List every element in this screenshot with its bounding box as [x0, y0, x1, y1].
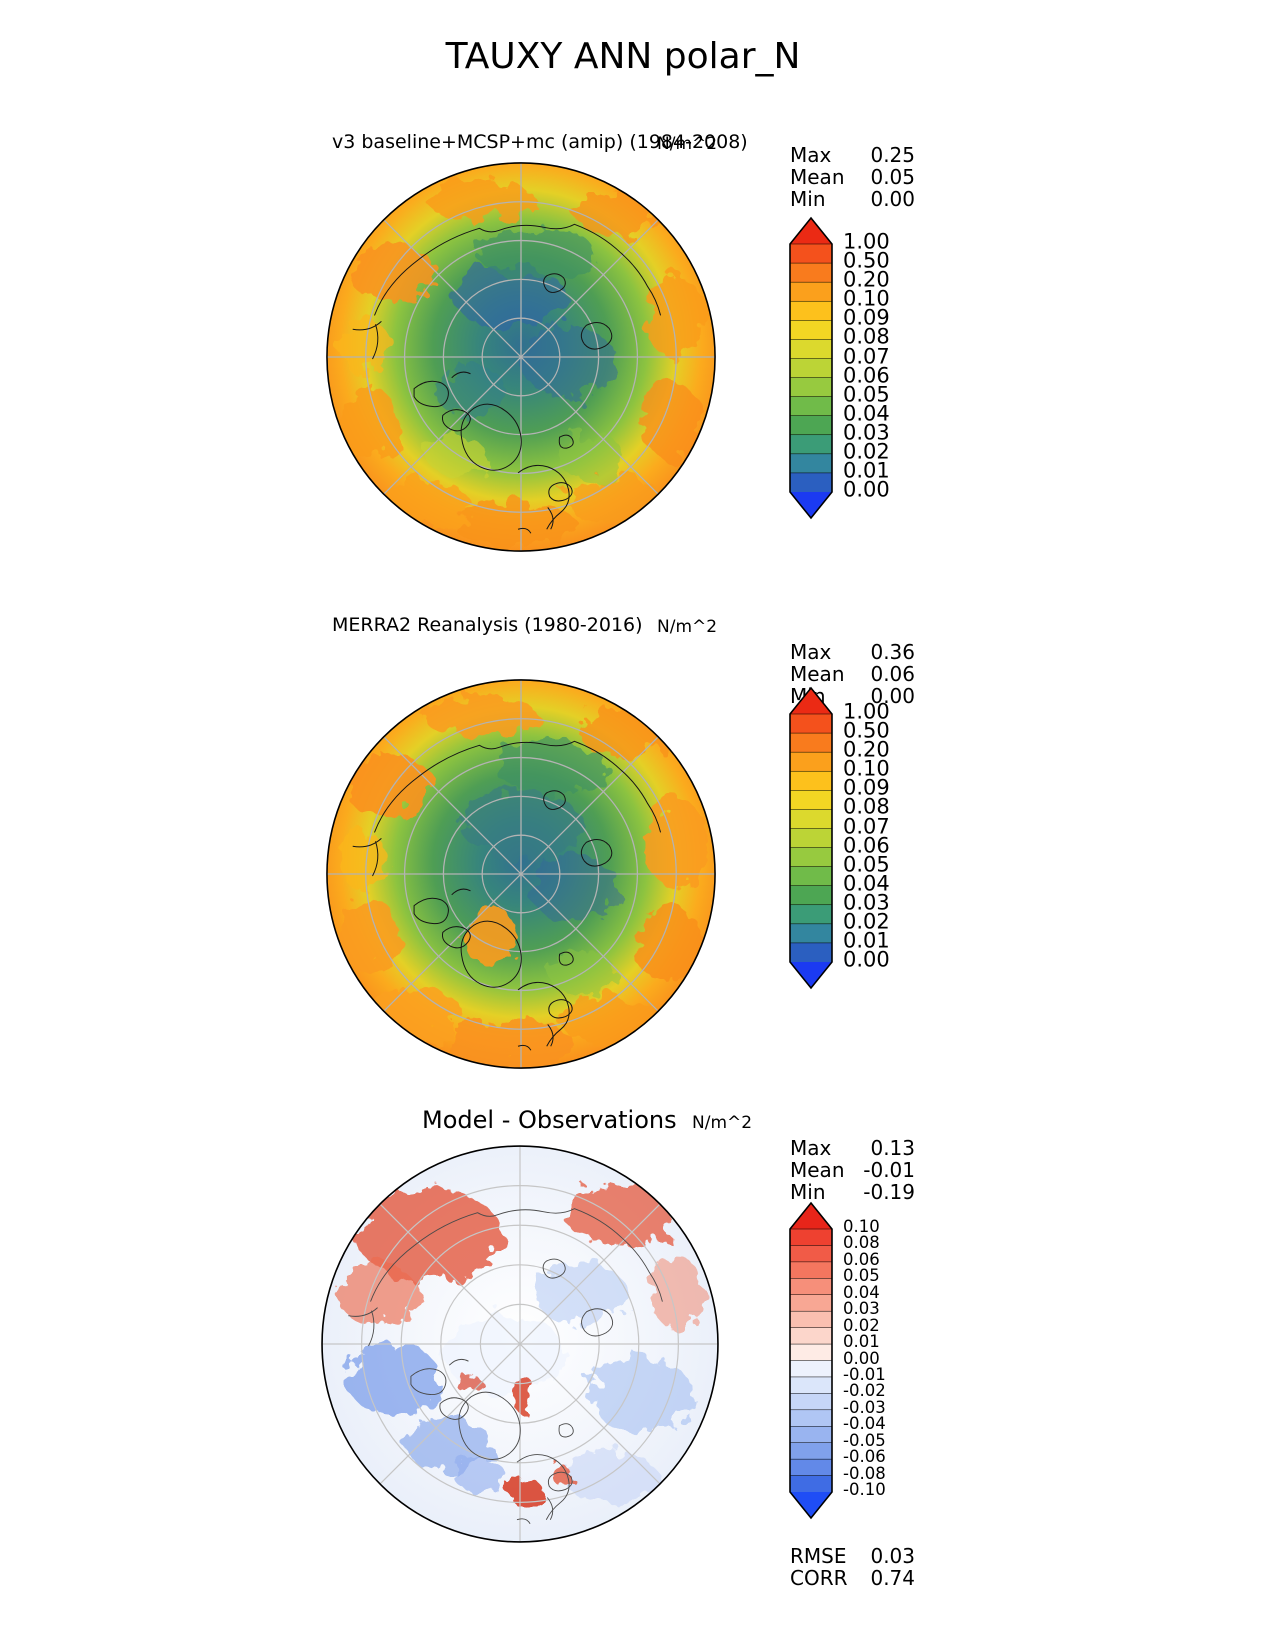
colorbar-tick: 1.00	[843, 229, 890, 254]
panel1-mean-label: Mean	[790, 165, 845, 189]
colorbar-tick: 0.01	[843, 458, 890, 483]
panel3-max-value: 0.13	[870, 1136, 915, 1160]
panel1-min-label: Min	[790, 187, 826, 211]
corr-value: 0.74	[870, 1566, 915, 1590]
colorbar-tick: -0.03	[843, 1397, 886, 1417]
colorbar-tick: 0.20	[843, 267, 890, 292]
panel2-mean-value: 0.06	[870, 662, 915, 686]
colorbar-tick: 0.05	[843, 852, 890, 877]
colorbar-tick: 0.00	[843, 947, 890, 972]
colorbar-tick: 0.09	[843, 305, 890, 330]
panel2-mean-label: Mean	[790, 662, 845, 686]
panel3-title: Model - Observations	[422, 1106, 677, 1134]
colorbar-tick: 0.01	[843, 928, 890, 953]
polar-map-model	[326, 162, 716, 552]
polar-map-difference	[321, 1145, 719, 1543]
colorbar-tick: 0.08	[843, 794, 890, 819]
colorbar-tick: 0.06	[843, 833, 890, 857]
colorbar-tick: 0.04	[843, 1282, 880, 1302]
panel1-max-label: Max	[790, 143, 832, 167]
panel1-units: N/m^2	[657, 134, 718, 154]
colorbar-tick: 0.00	[843, 1348, 880, 1368]
colorbar-tick: -0.02	[843, 1381, 886, 1401]
panel1-min-value: 0.00	[870, 187, 915, 211]
colorbar-tick: 0.08	[843, 1233, 880, 1253]
rmse-value: 0.03	[870, 1544, 915, 1568]
colorbar-tick: 0.06	[843, 1249, 880, 1269]
panel2-units: N/m^2	[657, 617, 718, 637]
corr-label: CORR	[790, 1566, 848, 1590]
panel1-mean-value: 0.05	[870, 165, 915, 189]
colorbar-tick: 0.05	[843, 382, 890, 407]
panel3-mean-label: Mean	[790, 1158, 845, 1182]
colorbar-tick: 0.01	[843, 1331, 880, 1351]
colorbar-difference	[788, 1201, 834, 1524]
colorbar-reference	[788, 686, 834, 994]
panel3-max-label: Max	[790, 1136, 832, 1160]
colorbar-tick: 0.20	[843, 737, 890, 762]
colorbar-tick: 0.50	[843, 718, 890, 743]
panel2-min-value: 0.00	[870, 684, 915, 708]
panel1-title: v3 baseline+MCSP+mc (amip) (1984-2008)	[332, 131, 748, 153]
polar-map-reference	[326, 679, 716, 1069]
colorbar-tick: 0.03	[843, 420, 890, 445]
colorbar-tick: 0.10	[843, 756, 890, 781]
colorbar-tick: -0.05	[843, 1430, 886, 1450]
panel2-max-value: 0.36	[870, 640, 915, 664]
panel3-mean-value: -0.01	[863, 1158, 915, 1182]
colorbar-tick: 0.06	[843, 363, 890, 387]
colorbar-tick: 0.04	[843, 871, 890, 896]
colorbar-tick: 0.10	[843, 1216, 880, 1236]
colorbar-tick: -0.01	[843, 1364, 886, 1384]
colorbar-model	[788, 216, 834, 524]
colorbar-tick: 0.09	[843, 775, 890, 800]
colorbar-tick: 0.02	[843, 909, 890, 934]
rmse-label: RMSE	[790, 1544, 847, 1568]
colorbar-tick: 0.10	[843, 286, 890, 311]
colorbar-tick: 0.05	[843, 1266, 880, 1286]
panel1-max-value: 0.25	[870, 143, 915, 167]
panel3-min-value: -0.19	[863, 1180, 915, 1204]
colorbar-tick: 0.07	[843, 814, 890, 838]
figure-title: TAUXY ANN polar_N	[445, 36, 801, 77]
colorbar-tick: -0.06	[843, 1446, 886, 1466]
colorbar-tick: -0.08	[843, 1463, 886, 1483]
panel3-min-label: Min	[790, 1180, 826, 1204]
panel2-max-label: Max	[790, 640, 832, 664]
colorbar-tick: -0.04	[843, 1414, 886, 1434]
colorbar-tick: 0.03	[843, 890, 890, 915]
colorbar-tick: 0.00	[843, 477, 890, 502]
colorbar-tick: 0.04	[843, 401, 890, 426]
panel3-units: N/m^2	[692, 1113, 753, 1133]
colorbar-tick: 0.02	[843, 1315, 880, 1335]
panel2-title: MERRA2 Reanalysis (1980-2016)	[332, 614, 643, 636]
colorbar-tick: 0.07	[843, 344, 890, 368]
colorbar-tick: 1.00	[843, 699, 890, 724]
colorbar-tick: 0.50	[843, 248, 890, 273]
colorbar-tick: -0.10	[843, 1479, 886, 1499]
colorbar-tick: 0.03	[843, 1298, 880, 1318]
colorbar-tick: 0.02	[843, 439, 890, 464]
colorbar-tick: 0.08	[843, 324, 890, 349]
